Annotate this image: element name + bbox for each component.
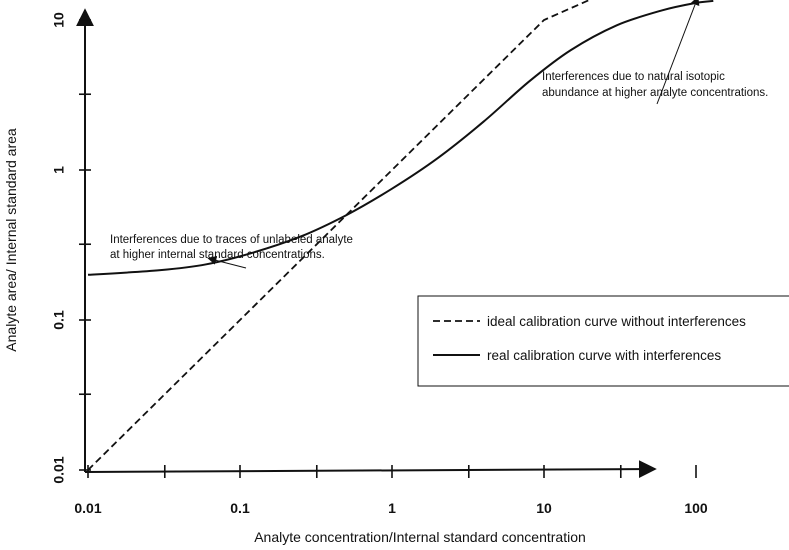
- legend-label-real: real calibration curve with interference…: [487, 348, 721, 363]
- y-axis-title: Analyte area/ Internal standard area: [3, 128, 19, 352]
- annotation-left: Interferences due to traces of unlabeled…: [110, 234, 353, 269]
- annotation-left-line-1: Interferences due to traces of unlabeled…: [110, 234, 353, 246]
- y-tick-label: 0.1: [51, 310, 67, 330]
- annotation-left-arrow: [207, 255, 247, 269]
- y-tick-label: 10: [51, 12, 67, 28]
- x-tick-label: 0.01: [74, 500, 101, 516]
- legend: ideal calibration curve without interfer…: [417, 295, 789, 387]
- x-tick-label: 0.1: [230, 500, 250, 516]
- x-ticks: 0.01 0.1 1 10 100: [74, 465, 708, 516]
- x-axis-title: Analyte concentration/Internal standard …: [254, 529, 586, 545]
- x-axis-line: [84, 460, 657, 479]
- annotation-left-line-2: at higher internal standard concentratio…: [110, 249, 325, 261]
- annotation-right-arrow: [656, 0, 700, 105]
- legend-label-ideal: ideal calibration curve without interfer…: [487, 314, 746, 329]
- y-tick-label: 1: [51, 166, 67, 174]
- x-tick-label: 1: [388, 500, 396, 516]
- x-tick-label: 10: [536, 500, 552, 516]
- annotation-right-line-2: abundance at higher analyte concentratio…: [542, 87, 768, 99]
- annotation-right-line-1: Interferences due to natural isotopic: [542, 71, 725, 83]
- y-tick-label: 0.01: [51, 456, 67, 483]
- x-tick-label: 100: [684, 500, 708, 516]
- annotation-right: Interferences due to natural isotopic ab…: [542, 0, 768, 105]
- series-line-ideal: [87, 0, 592, 471]
- legend-box: [417, 295, 789, 387]
